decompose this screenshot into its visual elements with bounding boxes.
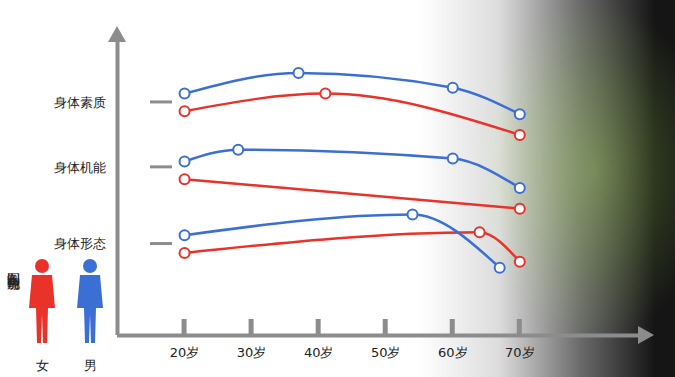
svg-text:身体形态: 身体形态 <box>54 236 106 251</box>
svg-text:30岁: 30岁 <box>237 345 267 360</box>
svg-text:身体素质: 身体素质 <box>54 95 106 110</box>
svg-text:制图 俞晓翔: 制图 俞晓翔 <box>7 262 22 290</box>
svg-text:50岁: 50岁 <box>371 345 401 360</box>
svg-text:20岁: 20岁 <box>170 345 200 360</box>
svg-text:60岁: 60岁 <box>438 345 468 360</box>
svg-text:男: 男 <box>84 358 97 373</box>
svg-text:身体机能: 身体机能 <box>54 160 106 175</box>
svg-text:女: 女 <box>36 358 49 373</box>
svg-text:40岁: 40岁 <box>304 345 334 360</box>
svg-text:70岁: 70岁 <box>505 345 535 360</box>
